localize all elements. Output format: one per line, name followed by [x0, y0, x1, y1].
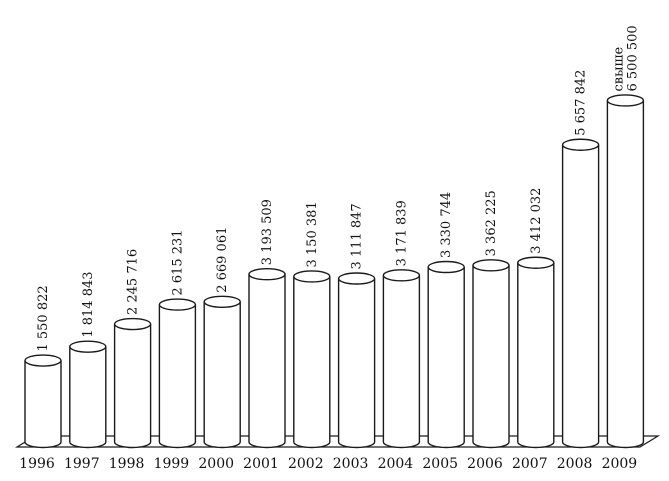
bar-1998 — [113, 324, 152, 449]
bar-2000 — [203, 301, 241, 449]
bar-2002 — [293, 276, 331, 449]
value-label-1998: 2 245 716 — [126, 249, 141, 315]
bar-top-2006 — [472, 259, 510, 272]
bar-1999 — [158, 304, 197, 449]
x-tick-label-2003: 2003 — [333, 456, 369, 472]
x-axis-labels-group: 1996 1997 1998 1999 2000 2001 2002 2003 2004 2005… — [19, 456, 637, 472]
bar-2003 — [337, 278, 376, 449]
base-plane — [14, 435, 661, 448]
x-tick-label-2008: 2008 — [557, 456, 593, 472]
value-label-2005: 3 330 744 — [439, 192, 454, 258]
x-tick-label-2001: 2001 — [243, 456, 279, 472]
bar-1997 — [69, 346, 107, 449]
value-label-2003: 3 111 847 — [350, 203, 365, 269]
bar-top-2000 — [203, 295, 241, 308]
value-label-1999: 2 615 231 — [170, 229, 185, 295]
bar-1996 — [24, 360, 62, 449]
value-label-2007: 3 412 032 — [529, 188, 544, 254]
value-label-1997: 1 814 843 — [81, 271, 96, 337]
x-tick-label-2009: 2009 — [602, 456, 638, 472]
value-label-2002: 3 150 381 — [305, 201, 320, 267]
bar-top-2008 — [561, 138, 600, 151]
bar-top-2002 — [293, 270, 331, 283]
bar-2008 — [561, 144, 600, 449]
x-tick-label-2005: 2005 — [422, 456, 458, 472]
value-label-2004: 3 171 839 — [394, 200, 409, 266]
x-tick-label-2000: 2000 — [198, 456, 234, 472]
bar-top-2007 — [517, 256, 555, 269]
x-tick-label-1997: 1997 — [64, 456, 100, 472]
value-label-1996: 1 550 822 — [36, 285, 51, 351]
bar-top-1996 — [24, 354, 62, 367]
bar-2005 — [427, 267, 465, 449]
x-tick-label-1999: 1999 — [154, 456, 190, 472]
bar-top-1997 — [69, 340, 107, 353]
value-label-2006: 3 362 225 — [484, 190, 499, 256]
bar-top-2005 — [427, 260, 465, 274]
bar-top-2001 — [248, 268, 286, 281]
x-tick-label-2002: 2002 — [288, 456, 324, 472]
bar-top-2004 — [382, 269, 421, 282]
value-label-2008: 5 657 842 — [574, 70, 589, 136]
x-tick-label-2007: 2007 — [512, 456, 548, 472]
bar-top-1998 — [113, 317, 152, 331]
x-tick-label-2006: 2006 — [467, 456, 503, 472]
bar-2001 — [248, 274, 286, 449]
chart-base-plane — [14, 435, 661, 448]
bar-2006 — [472, 265, 510, 449]
value-label-2009-2: 6 500 500 — [625, 25, 640, 91]
value-label-2000: 2 669 061 — [215, 227, 230, 293]
x-tick-label-1996: 1996 — [19, 456, 55, 472]
value-label-2009-1: свыше — [611, 46, 626, 91]
bar-top-1999 — [158, 298, 197, 311]
bar-2007 — [517, 262, 555, 449]
value-labels-group: 1 550 822 1 814 843 2 245 716 2 615 231 2 66… — [36, 25, 640, 351]
x-tick-label-1998: 1998 — [109, 456, 145, 472]
value-label-2001: 3 193 509 — [260, 199, 275, 265]
bar-top-2009 — [606, 94, 645, 107]
bar-2004 — [382, 275, 421, 449]
bars-group — [24, 94, 645, 449]
bar-top-2003 — [337, 272, 376, 285]
bar-2009 — [606, 100, 645, 449]
x-tick-label-2004: 2004 — [378, 456, 414, 472]
